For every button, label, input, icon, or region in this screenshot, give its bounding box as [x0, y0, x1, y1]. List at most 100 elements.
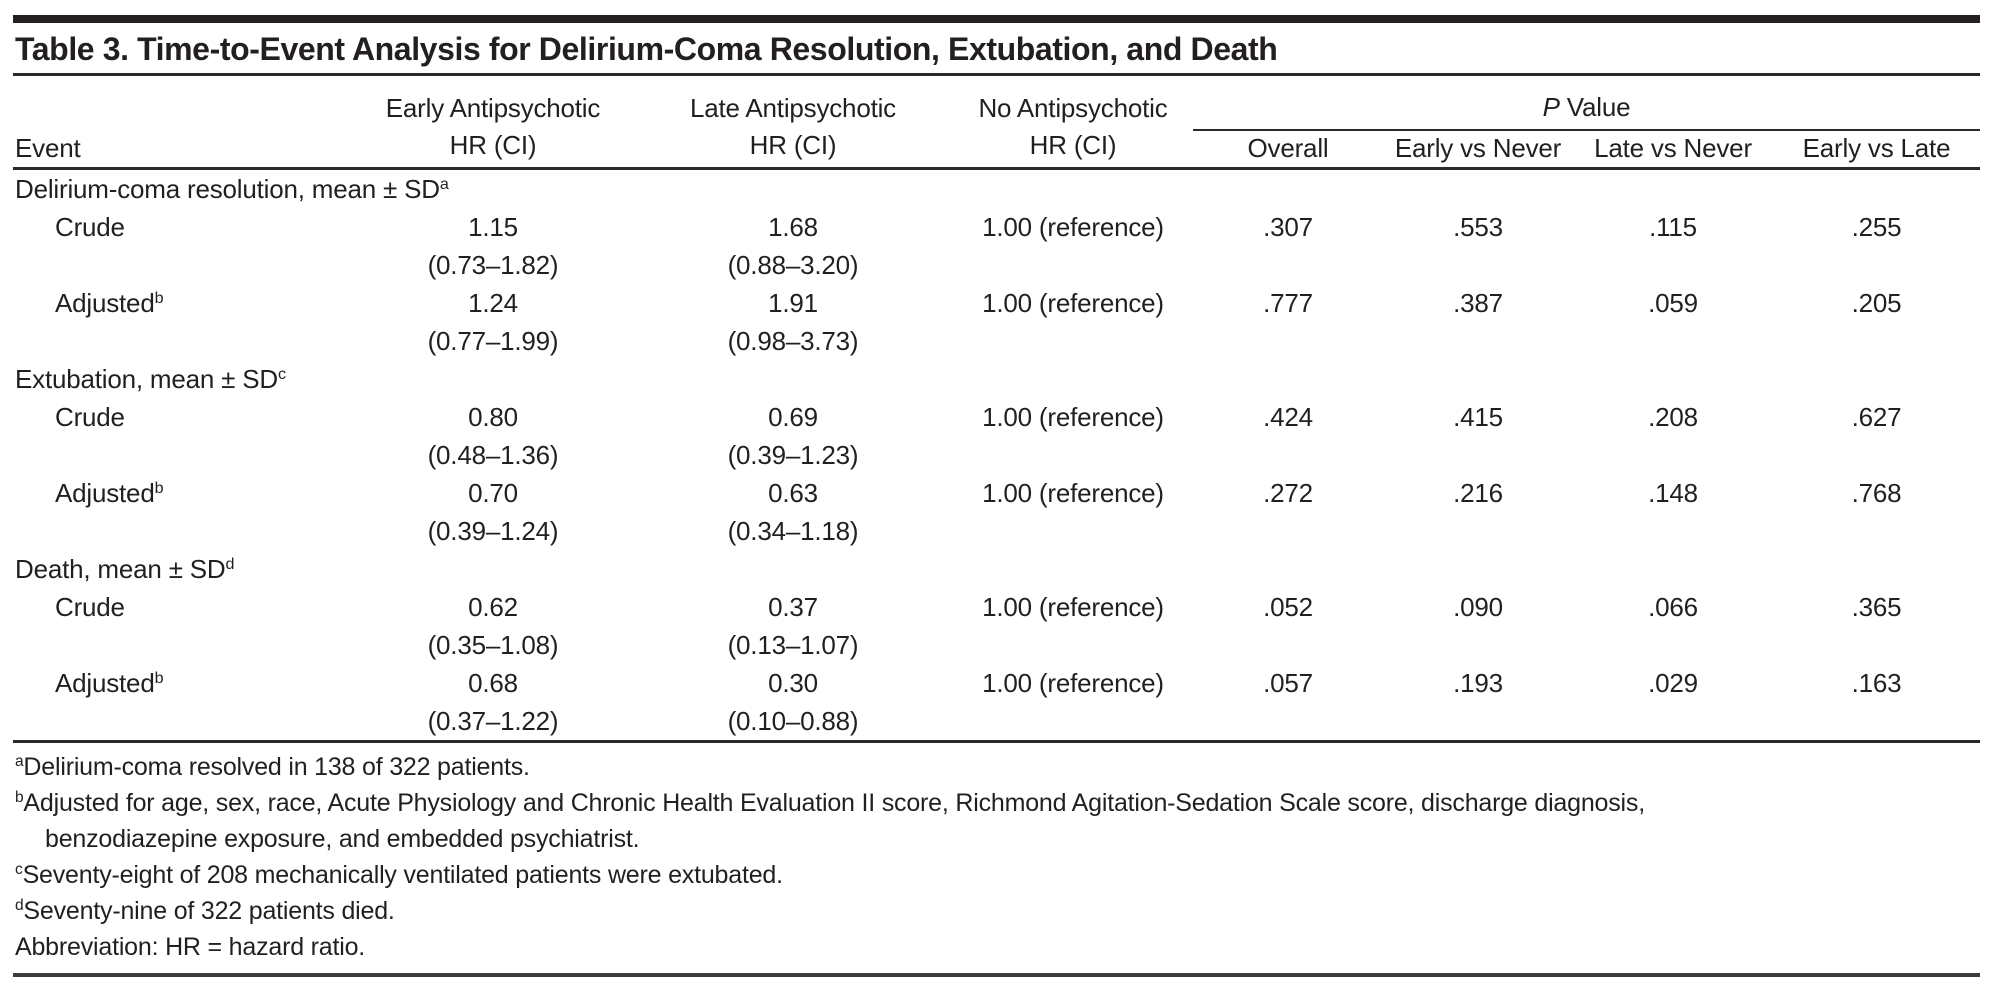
- footnote-text: Seventy-eight of 208 mechanically ventil…: [22, 860, 783, 889]
- p-value-cell-late-vs-never: .148: [1648, 477, 1698, 508]
- hr-cell-no: 1.00 (reference): [953, 663, 1193, 743]
- footnote-text: Adjusted for age, sex, race, Acute Physi…: [23, 788, 1645, 817]
- hr-value: 0.62: [468, 591, 518, 622]
- hr-value: 1.00 (reference): [982, 287, 1164, 318]
- hr-value: 1.00 (reference): [982, 401, 1164, 432]
- hr-cell-late: 0.37 (0.13–1.07): [633, 588, 953, 664]
- column-header-event: Event: [13, 76, 353, 170]
- p-value-cell-late-vs-never: .115: [1649, 211, 1697, 242]
- hr-cell-late: 1.91 (0.98–3.73): [633, 284, 953, 360]
- time-to-event-table: Event Early Antipsychotic HR (CI) Late A…: [13, 76, 1980, 743]
- hr-value: 1.00 (reference): [982, 591, 1164, 622]
- column-header-line1: Early Antipsychotic: [385, 92, 601, 123]
- hr-cell-late: 0.30 (0.10–0.88): [633, 663, 953, 743]
- hr-value: 1.91: [768, 287, 818, 318]
- p-value-cell-early-vs-never: .193: [1383, 663, 1573, 743]
- p-value-cell-late-vs-never: .066: [1648, 591, 1698, 622]
- row-label: Adjustedb: [13, 284, 353, 360]
- p-value-cell-overall: .272: [1263, 477, 1313, 508]
- ci-value: (0.37–1.22): [427, 705, 559, 736]
- p-value-cell-early-vs-never: .090: [1453, 591, 1503, 622]
- section-footnote-marker: a: [439, 174, 449, 193]
- p-value-cell-late-vs-never: .029: [1573, 663, 1773, 743]
- p-value-cell-early-vs-late: .205: [1851, 287, 1902, 318]
- section-label-text: Extubation, mean ± SD: [15, 363, 278, 394]
- p-value-cell-overall: .057: [1193, 663, 1383, 743]
- column-header-line1: Late Antipsychotic: [690, 92, 896, 123]
- p-value-cell-early-vs-late: .768: [1851, 477, 1902, 508]
- row-label-text: Crude: [55, 211, 125, 242]
- hr-value: 1.00 (reference): [982, 477, 1164, 508]
- ci-value: (0.10–0.88): [727, 705, 859, 736]
- hr-value: 0.80: [468, 401, 518, 432]
- table-row-adjusted: Adjustedb 0.70 (0.39–1.24) 0.63 (0.34–1.18…: [13, 474, 1980, 550]
- ci-value: (0.39–1.23): [727, 439, 859, 470]
- hr-value: 1.00 (reference): [982, 667, 1164, 698]
- footnote-abbreviation: Abbreviation: HR = hazard ratio.: [15, 929, 1980, 965]
- p-value-cell-late-vs-never: .059: [1648, 287, 1698, 318]
- ci-value: (0.77–1.99): [427, 325, 559, 356]
- row-label-text: Adjusted: [55, 477, 155, 508]
- column-header-early-vs-late: Early vs Late: [1773, 130, 1980, 170]
- table-bottom-rule: [13, 972, 1980, 977]
- hr-value: 0.68: [468, 667, 518, 698]
- column-header-line2: HR (CI): [749, 129, 837, 160]
- p-value-label-italic: P: [1542, 92, 1560, 122]
- table-title: Table 3. Time-to-Event Analysis for Deli…: [13, 23, 1980, 76]
- section-footnote-marker: c: [278, 364, 286, 383]
- row-footnote-marker: b: [154, 478, 164, 497]
- footnote-text: Delirium-coma resolved in 138 of 322 pat…: [23, 752, 530, 781]
- footnote-marker: c: [15, 860, 23, 878]
- p-value-cell-early-vs-late: .255: [1851, 211, 1902, 242]
- hr-value: 0.70: [468, 477, 518, 508]
- row-label-text: Adjusted: [55, 287, 155, 318]
- row-label: Adjustedb: [13, 474, 353, 550]
- ci-value: (0.98–3.73): [727, 325, 859, 356]
- footnote-text: Seventy-nine of 322 patients died.: [23, 896, 395, 925]
- table-row-crude: Crude 0.62 (0.35–1.08) 0.37 (0.13–1.07) 1.…: [13, 588, 1980, 664]
- column-header-overall: Overall: [1193, 130, 1383, 170]
- hr-value: 0.30: [768, 667, 818, 698]
- row-label: Adjustedb: [13, 663, 353, 743]
- ci-value: (0.88–3.20): [727, 249, 859, 280]
- table-row-crude: Crude 1.15 (0.73–1.82) 1.68 (0.88–3.20) 1.…: [13, 208, 1980, 284]
- section-footnote-marker: d: [225, 554, 235, 573]
- p-value-cell-early-vs-late: .365: [1851, 591, 1902, 622]
- hr-cell-no: 1.00 (reference): [953, 588, 1193, 664]
- row-label-text: Crude: [55, 591, 125, 622]
- row-footnote-marker: b: [154, 668, 164, 687]
- hr-cell-early: 0.70 (0.39–1.24): [353, 474, 633, 550]
- hr-cell-early: 1.24 (0.77–1.99): [353, 284, 633, 360]
- p-value-cell-overall: .307: [1263, 211, 1313, 242]
- section-label-text: Death, mean ± SD: [15, 553, 226, 584]
- ci-value: (0.35–1.08): [427, 629, 559, 660]
- table-row-crude: Crude 0.80 (0.48–1.36) 0.69 (0.39–1.23) 1.…: [13, 398, 1980, 474]
- p-value-cell-early-vs-late: .163: [1773, 663, 1980, 743]
- table-footnotes: aDelirium-coma resolved in 138 of 322 pa…: [13, 743, 1980, 973]
- column-header-no-antipsychotic: No Antipsychotic HR (CI): [953, 76, 1193, 170]
- section-row-death: Death, mean ± SDd: [13, 550, 1980, 588]
- hr-cell-no: 1.00 (reference): [953, 208, 1193, 284]
- footnote-c: cSeventy-eight of 208 mechanically venti…: [15, 857, 1980, 893]
- column-header-line1: No Antipsychotic: [978, 92, 1168, 123]
- section-row-delirium-coma: Delirium-coma resolution, mean ± SDa: [13, 168, 1980, 208]
- section-label: Death, mean ± SDd: [13, 550, 1980, 588]
- footnote-text: Abbreviation: HR = hazard ratio.: [15, 932, 366, 961]
- row-label: Crude: [13, 208, 353, 284]
- section-label-text: Delirium-coma resolution, mean ± SD: [15, 173, 440, 204]
- section-label: Delirium-coma resolution, mean ± SDa: [13, 168, 1980, 208]
- hr-cell-early: 0.62 (0.35–1.08): [353, 588, 633, 664]
- hr-cell-late: 0.69 (0.39–1.23): [633, 398, 953, 474]
- hr-value: 1.00 (reference): [982, 211, 1164, 242]
- ci-value: (0.39–1.24): [427, 515, 559, 546]
- section-label: Extubation, mean ± SDc: [13, 360, 1980, 398]
- table-header: Event Early Antipsychotic HR (CI) Late A…: [13, 76, 1980, 170]
- ci-value: (0.13–1.07): [727, 629, 859, 660]
- section-row-extubation: Extubation, mean ± SDc: [13, 360, 1980, 398]
- hr-value: 0.37: [768, 591, 818, 622]
- column-header-line2: HR (CI): [449, 129, 537, 160]
- p-value-cell-early-vs-late: .627: [1851, 401, 1902, 432]
- footnote-marker: d: [15, 896, 24, 914]
- row-footnote-marker: b: [154, 288, 164, 307]
